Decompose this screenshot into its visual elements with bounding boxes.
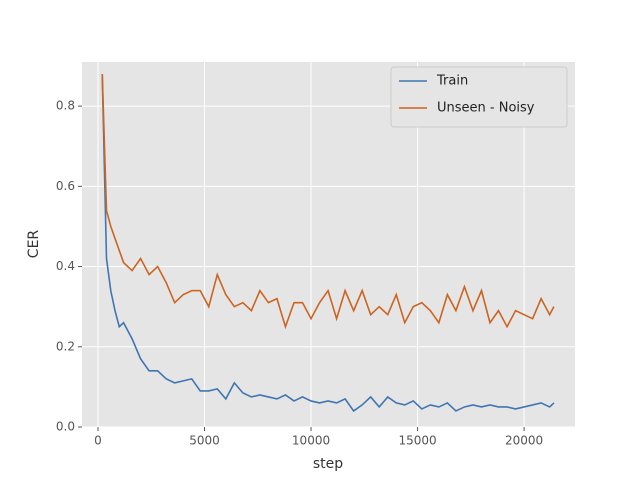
series-line bbox=[101, 74, 555, 330]
y-axis-title: CER bbox=[26, 230, 42, 259]
x-tick-label: 0 bbox=[94, 434, 102, 448]
x-axis-title: step bbox=[313, 456, 343, 472]
y-tick-label: 0.0 bbox=[56, 420, 75, 434]
y-tick-label: 0.8 bbox=[56, 99, 75, 113]
x-tick-label: 15000 bbox=[398, 434, 436, 448]
legend-label: Train bbox=[436, 74, 468, 89]
x-tick-label: 5000 bbox=[189, 434, 220, 448]
y-tick-label: 0.6 bbox=[56, 179, 75, 193]
series-line bbox=[101, 74, 555, 413]
x-tick-label: 10000 bbox=[292, 434, 330, 448]
y-tick-label: 0.4 bbox=[56, 259, 75, 273]
x-tick-label: 20000 bbox=[505, 434, 543, 448]
legend-label: Unseen - Noisy bbox=[437, 101, 535, 116]
legend-box bbox=[390, 66, 568, 128]
y-tick-label: 0.2 bbox=[56, 339, 75, 353]
